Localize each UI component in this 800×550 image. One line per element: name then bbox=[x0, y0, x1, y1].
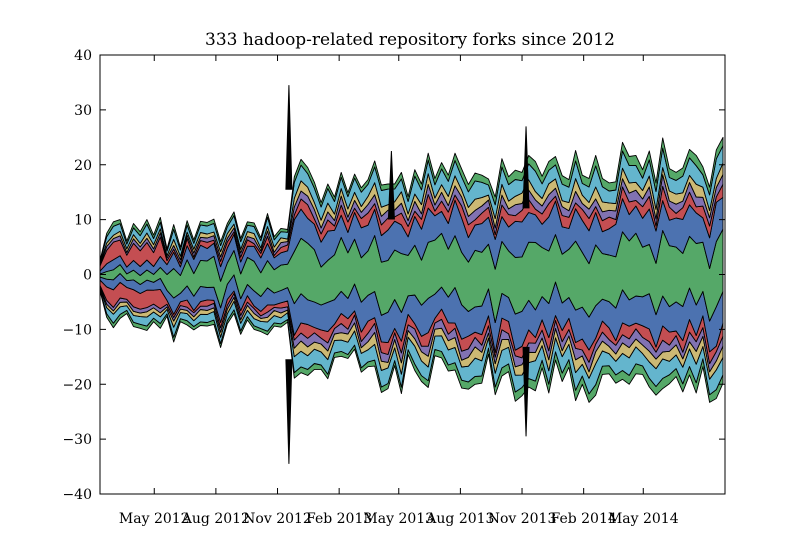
y-axis: −40 −30 −20 −10 0 10 20 30 40 bbox=[62, 48, 725, 503]
x-tick-label: Feb 2014 bbox=[551, 511, 617, 527]
y-tick-label: −30 bbox=[62, 432, 92, 448]
x-tick-label: Nov 2012 bbox=[243, 511, 312, 527]
spike-lines bbox=[285, 85, 530, 464]
x-tick-label: Nov 2013 bbox=[488, 511, 557, 527]
y-tick-label: −10 bbox=[62, 322, 92, 338]
x-tick-label: Aug 2012 bbox=[181, 511, 250, 527]
chart-title: 333 hadoop-related repository forks sinc… bbox=[205, 30, 615, 50]
stream-layers bbox=[99, 136, 724, 403]
x-tick-label: May 2012 bbox=[119, 511, 190, 527]
stream-layer-green-outer-12 bbox=[99, 136, 724, 263]
spike-3 bbox=[522, 126, 530, 209]
spike-4 bbox=[522, 346, 530, 437]
spike-1 bbox=[285, 359, 293, 464]
x-tick-label: May 2013 bbox=[363, 511, 434, 527]
x-tick-label: Feb 2013 bbox=[306, 511, 372, 527]
y-tick-label: 20 bbox=[74, 158, 92, 174]
y-tick-label: 10 bbox=[74, 213, 92, 229]
spike-0 bbox=[285, 85, 293, 190]
spike-2 bbox=[387, 151, 395, 220]
y-tick-label: 0 bbox=[83, 268, 92, 284]
y-tick-label: −40 bbox=[62, 487, 92, 503]
y-tick-label: 30 bbox=[74, 103, 92, 119]
x-tick-label: Aug 2013 bbox=[425, 511, 494, 527]
x-tick-label: May 2014 bbox=[608, 511, 679, 527]
y-tick-label: 40 bbox=[74, 48, 92, 64]
y-tick-label: −20 bbox=[62, 377, 92, 393]
